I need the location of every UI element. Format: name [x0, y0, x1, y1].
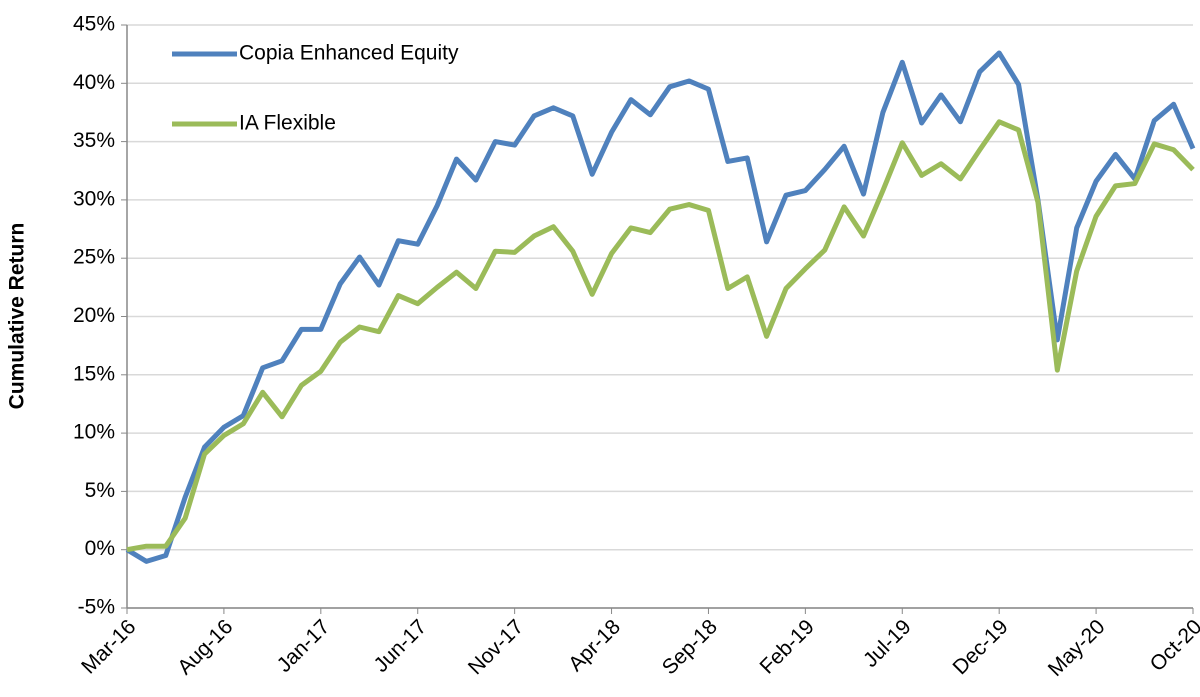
x-tick-label: Mar-16	[77, 615, 140, 678]
x-tick-label: Jun-17	[370, 615, 432, 677]
y-tick-label: 40%	[73, 71, 115, 94]
y-tick-label: 25%	[73, 246, 115, 269]
x-tick-label: Apr-18	[564, 615, 625, 676]
series-line	[125, 50, 1196, 564]
y-axis-label: Cumulative Return	[6, 223, 29, 410]
x-tick-label: Sep-18	[658, 615, 722, 679]
x-tick-label: Nov-17	[464, 615, 528, 679]
x-tick-label: Dec-19	[949, 615, 1013, 679]
y-tick-label: 35%	[73, 129, 115, 152]
y-tick-label: 15%	[73, 362, 115, 385]
x-tick-label: Jul-19	[859, 615, 916, 672]
legend-label: IA Flexible	[239, 112, 336, 135]
y-tick-label: 20%	[73, 304, 115, 327]
x-tick-label: Jan-17	[273, 615, 335, 677]
x-tick-label: May-20	[1044, 615, 1110, 681]
y-tick-label: 0%	[85, 537, 115, 560]
x-tick-label: Oct-20	[1146, 615, 1200, 676]
y-tick-label: 5%	[85, 479, 115, 502]
x-tick-label: Aug-16	[173, 615, 237, 679]
y-tick-label: -5%	[78, 596, 115, 619]
x-tick-label: Feb-19	[756, 615, 819, 678]
series-line	[126, 119, 1195, 553]
legend-label: Copia Enhanced Equity	[239, 42, 459, 65]
y-tick-label: 30%	[73, 187, 115, 210]
y-tick-label: 45%	[73, 13, 115, 36]
y-tick-label: 10%	[73, 421, 115, 444]
